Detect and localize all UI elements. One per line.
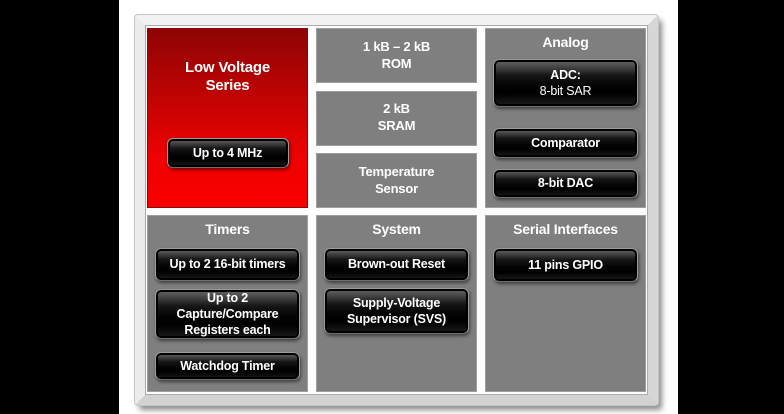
capture-compare-line2: Capture/Compare [176,306,279,321]
analog-panel: Analog ADC: 8-bit SAR Comparator 8-bit D… [485,28,646,208]
block-diagram-grid: Low Voltage Series Up to 4 MHz 1 kB – 2 … [147,28,646,392]
low-voltage-series-title-line1: Low Voltage [184,59,271,76]
memory-column: 1 kB – 2 kB ROM 2 kB SRAM Temperature Se… [316,28,477,208]
system-panel: System Brown-out Reset Supply-Voltage Su… [316,215,477,392]
capture-compare-line1: Up to 2 [207,290,248,305]
comparator-badge: Comparator [493,128,638,158]
gpio-badge: 11 pins GPIO [493,248,638,282]
dac-label: 8-bit DAC [537,176,594,191]
timers-panel: Timers Up to 2 16-bit timers Up to 2 Cap… [147,215,308,392]
rom-box-line1: 1 kB – 2 kB [362,38,431,54]
analog-panel-title: Analog [542,34,589,50]
temperature-sensor-line2: Sensor [375,180,418,196]
system-panel-title: System [372,221,421,237]
pillarbox-right [678,0,784,414]
capture-compare-line3: Registers each [184,323,271,338]
serial-interfaces-panel: Serial Interfaces 11 pins GPIO [485,215,646,392]
pillarbox-left [0,0,119,414]
svs-line1: Supply-Voltage [352,295,441,310]
rom-box-line2: ROM [381,55,412,71]
sram-box-line2: SRAM [377,118,416,133]
adc-badge-line2: 8-bit SAR [539,84,592,98]
temperature-sensor-box: Temperature Sensor [316,153,477,208]
svs-badge: Supply-Voltage Supervisor (SVS) [324,288,469,334]
brown-out-reset-label: Brown-out Reset [347,257,445,272]
adc-badge-line1: ADC: [550,67,581,82]
low-voltage-series-title-line2: Series [205,76,250,94]
gpio-label: 11 pins GPIO [528,257,603,272]
sram-box-line1: 2 kB [383,101,410,117]
brown-out-reset-badge: Brown-out Reset [324,248,469,281]
16bit-timers-label: Up to 2 16-bit timers [169,257,286,272]
dac-badge: 8-bit DAC [493,169,638,198]
watchdog-timer-badge: Watchdog Timer [155,352,300,380]
temperature-sensor-line1: Temperature [358,163,435,179]
block-diagram-frame: Low Voltage Series Up to 4 MHz 1 kB – 2 … [135,15,658,405]
serial-interfaces-panel-title: Serial Interfaces [513,221,618,237]
up-to-4mhz-badge: Up to 4 MHz [166,138,289,169]
16bit-timers-badge: Up to 2 16-bit timers [155,248,300,281]
capture-compare-badge: Up to 2 Capture/Compare Registers each [155,289,300,339]
adc-badge: ADC: 8-bit SAR [493,59,638,107]
sram-box: 2 kB SRAM [316,90,477,146]
comparator-label: Comparator [531,135,600,150]
low-voltage-series-title: Low Voltage Series [185,59,270,94]
up-to-4mhz-label: Up to 4 MHz [192,146,263,161]
watchdog-timer-label: Watchdog Timer [180,358,275,373]
svs-line2: Supervisor (SVS) [347,312,446,326]
rom-box: 1 kB – 2 kB ROM [316,28,477,83]
timers-panel-title: Timers [205,221,250,237]
low-voltage-series-block: Low Voltage Series Up to 4 MHz [147,28,308,208]
